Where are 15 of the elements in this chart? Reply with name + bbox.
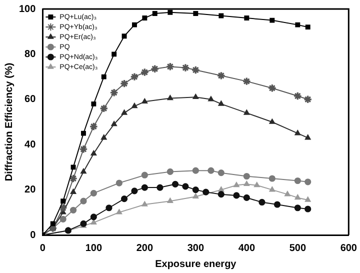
x-tick-label: 0 (40, 242, 46, 254)
y-tick-label: 20 (24, 184, 36, 196)
y-tick-label: 80 (24, 48, 36, 60)
y-axis-title: Diffraction Efficiency (%) (4, 62, 15, 182)
x-tick-label: 300 (187, 242, 204, 254)
y-tick-label: 60 (24, 94, 36, 106)
y-tick-label: 0 (30, 230, 36, 241)
x-tick-label: 400 (238, 242, 256, 254)
x-tick-label: 600 (340, 242, 358, 254)
y-tick-label: 100 (18, 4, 36, 15)
x-tick-label: 200 (136, 242, 154, 254)
y-tick-label: 40 (24, 139, 36, 150)
x-tick-label: 500 (289, 242, 306, 254)
x-tick-label: 100 (85, 242, 102, 254)
x-axis-title: Exposure energy (155, 258, 237, 270)
